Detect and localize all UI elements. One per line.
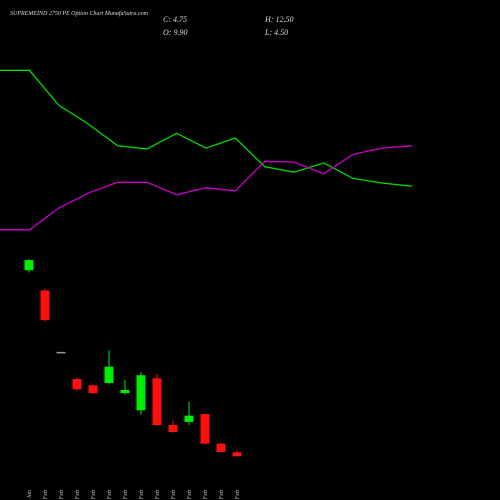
ohlc-label: L: 4.50 bbox=[264, 28, 288, 37]
candle-body bbox=[104, 366, 114, 383]
candle-body bbox=[72, 379, 82, 390]
candle-body bbox=[168, 425, 178, 432]
candle-body bbox=[56, 351, 66, 354]
x-tick-label: 06 Feb bbox=[107, 490, 113, 500]
ohlc-label: H: 12.50 bbox=[264, 15, 293, 24]
x-tick-label: 14 Feb bbox=[202, 490, 209, 500]
chart-title: SUPREMEIND 2750 PE Option Chart MunafaSu… bbox=[10, 10, 149, 17]
ohlc-label: C: 4.75 bbox=[163, 15, 187, 24]
candle-body bbox=[40, 290, 50, 320]
candle-body bbox=[120, 390, 130, 394]
candle-body bbox=[136, 375, 146, 411]
x-tick-label: 18 Feb bbox=[235, 490, 241, 500]
ohlc-label: O: 9.90 bbox=[163, 28, 187, 37]
x-tick-label: 04 Feb bbox=[74, 490, 81, 500]
x-tick-label: 07 Feb bbox=[123, 490, 129, 500]
candle-body bbox=[232, 452, 242, 457]
x-tick-label: 10 Feb bbox=[139, 490, 145, 500]
candle-body bbox=[152, 378, 162, 425]
candle-body bbox=[88, 385, 98, 394]
x-tick-label: 12 Feb bbox=[171, 490, 177, 500]
x-tick-label: 05 Feb bbox=[91, 490, 97, 500]
x-tick-label: 03 Feb bbox=[59, 490, 65, 500]
candle-body bbox=[200, 414, 210, 444]
line-series bbox=[0, 145, 413, 231]
candle-body bbox=[184, 415, 194, 422]
candle-body bbox=[24, 260, 34, 271]
line-series bbox=[0, 69, 413, 187]
candle-body bbox=[216, 443, 226, 452]
x-tick-label: 13 Feb bbox=[187, 490, 193, 500]
x-tick-label: 17 Feb bbox=[219, 490, 225, 500]
x-tick-label: 29 Jan bbox=[27, 490, 33, 500]
x-tick-label: 11 Feb bbox=[155, 490, 161, 500]
x-tick-label: 01 Feb bbox=[43, 490, 49, 500]
